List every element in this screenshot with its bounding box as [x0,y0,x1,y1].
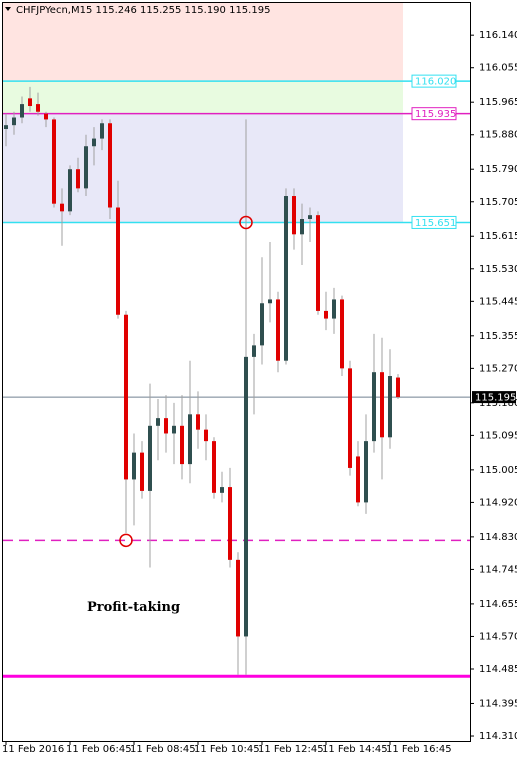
candle-body [316,215,320,311]
y-tick-label: 115.615 [479,231,517,242]
candle-body [172,425,176,434]
candle-body [332,299,336,319]
y-tick-label: 115.270 [479,363,517,374]
candle-body [324,310,328,319]
candle-body [180,425,184,465]
candle-body [300,219,304,235]
level-label: 115.651 [415,218,456,229]
level-label: 115.935 [415,109,456,120]
x-tick-label: 11 Feb 06:45 [66,744,132,755]
candle-body [12,117,16,126]
candle-body [220,487,224,493]
candle-body [308,215,312,219]
y-tick-label: 115.705 [479,197,517,208]
candle-body [228,487,232,560]
candle-body [284,196,288,361]
y-tick-label: 114.485 [479,664,517,675]
candle-body [372,372,376,442]
y-tick-label: 115.095 [479,430,517,441]
level-label-box [411,107,457,121]
y-tick-label: 114.920 [479,497,517,508]
candle-body [60,203,64,212]
y-tick-label: 114.395 [479,698,517,709]
y-tick-label: 116.055 [479,63,517,74]
candle-body [340,299,344,369]
candle-body [132,452,136,480]
candle-body [36,104,40,112]
candle-body [124,314,128,480]
y-tick-label: 114.570 [479,631,517,642]
candle-body [44,113,48,120]
candle-body [84,146,88,189]
y-tick-label: 116.140 [479,30,517,41]
y-tick-label: 114.655 [479,599,517,610]
candle-body [92,138,96,147]
level-label: 116.020 [415,77,456,88]
y-tick-label: 115.180 [479,398,517,409]
current-price-label: 115.195 [475,393,516,404]
y-tick-label: 114.310 [479,731,517,742]
candle-body [252,345,256,357]
x-tick-label: 11 Feb 2016 [2,744,64,755]
candle-body [68,169,72,212]
candle-body [156,418,160,426]
candle-body [116,207,120,315]
candle-body [148,425,152,491]
candle-body [140,452,144,491]
candle-body [356,456,360,503]
candle-body [380,372,384,438]
candle-body [212,441,216,493]
candle-body [20,104,24,118]
level-touch-marker [119,533,133,548]
zone [3,3,403,82]
candle-body [108,123,112,208]
candle-body [388,376,392,438]
y-tick-label: 115.355 [479,331,517,342]
y-tick-label: 115.005 [479,465,517,476]
chart-title: CHFJPYecn,M15 115.246 115.255 115.190 11… [16,5,270,16]
candle-body [364,441,368,503]
y-tick-label: 115.445 [479,296,517,307]
candle-body [292,196,296,235]
level-label-box [411,74,457,88]
x-tick-label: 11 Feb 16:45 [386,744,452,755]
y-tick-label: 115.790 [479,164,517,175]
plot-layer: 116.020 115.935 115.651 Profit-taking [3,3,470,678]
header-arrow [5,7,11,11]
candle-body [348,368,352,468]
candle-body [276,299,280,361]
annotation: Profit-taking [87,600,180,615]
candle-body [28,98,32,107]
candle-body [244,356,248,637]
current-price-box [472,391,516,404]
y-tick-label: 115.965 [479,97,517,108]
candle-body [52,119,56,204]
x-tick-label: 11 Feb 12:45 [258,744,324,755]
candle-body [188,414,192,465]
candle-body [204,429,208,442]
candle-body [164,418,168,434]
x-tick-label: 11 Feb 08:45 [130,744,196,755]
y-tick-label: 115.880 [479,130,517,141]
candle-body [260,303,264,346]
candle-body [236,559,240,637]
candle-body [196,414,200,430]
y-tick-label: 114.830 [479,532,517,543]
zone [3,81,403,114]
candle-body [396,377,400,398]
level-label-box [411,215,457,229]
y-tick-label: 115.530 [479,264,517,275]
chart-frame [2,2,471,742]
candle-body [76,169,80,189]
level-touch-marker [239,215,253,230]
x-tick-label: 11 Feb 10:45 [194,744,260,755]
candle-body [268,299,272,304]
candle-body [4,125,8,129]
x-tick-label: 11 Feb 14:45 [322,744,388,755]
candle-body [100,123,104,139]
y-tick-label: 114.745 [479,564,517,575]
